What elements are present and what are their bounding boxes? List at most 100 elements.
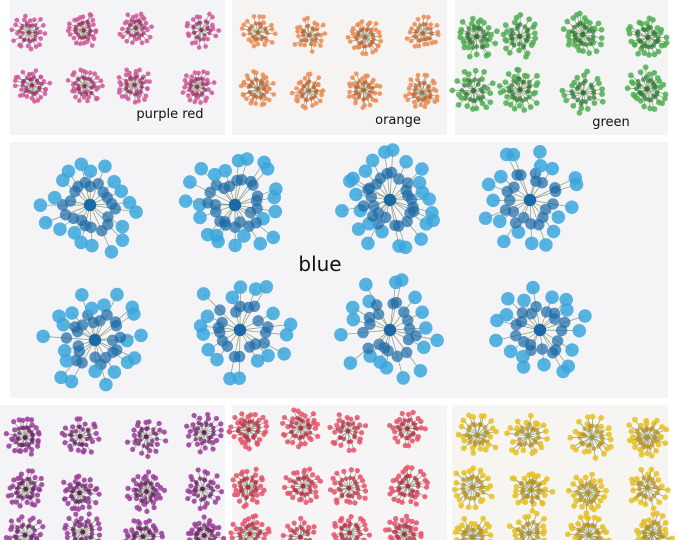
flower bbox=[3, 416, 42, 457]
floret bbox=[516, 526, 521, 532]
floret bbox=[345, 34, 351, 40]
floret bbox=[511, 73, 518, 80]
floret bbox=[599, 86, 606, 92]
floret bbox=[107, 175, 121, 189]
flower bbox=[178, 152, 283, 253]
floret bbox=[268, 204, 283, 219]
floret bbox=[522, 24, 528, 30]
floret bbox=[654, 510, 661, 517]
floret bbox=[509, 40, 515, 46]
floret bbox=[347, 475, 353, 481]
floret bbox=[413, 526, 419, 532]
flower bbox=[626, 416, 670, 459]
floret bbox=[541, 537, 548, 540]
floret bbox=[12, 448, 18, 454]
floret bbox=[250, 24, 254, 29]
floret bbox=[346, 171, 360, 186]
floret bbox=[183, 175, 197, 189]
floret bbox=[18, 35, 23, 40]
floret bbox=[310, 472, 316, 478]
flower bbox=[346, 71, 383, 110]
floret bbox=[35, 439, 41, 445]
floret bbox=[67, 25, 72, 30]
stem bbox=[651, 533, 654, 540]
floret bbox=[516, 47, 523, 54]
floret bbox=[347, 422, 352, 427]
floret bbox=[28, 417, 35, 423]
floret bbox=[101, 309, 113, 321]
floret bbox=[509, 27, 515, 33]
floret bbox=[564, 531, 571, 538]
floret bbox=[356, 84, 361, 89]
floret bbox=[657, 84, 664, 91]
floret bbox=[359, 477, 366, 484]
floret bbox=[459, 18, 466, 25]
floret bbox=[122, 195, 137, 210]
floret bbox=[66, 515, 72, 521]
floret bbox=[264, 79, 270, 85]
floret bbox=[345, 300, 360, 315]
floret bbox=[413, 363, 428, 378]
floret bbox=[571, 41, 578, 48]
floret bbox=[137, 520, 143, 527]
floret bbox=[320, 22, 326, 28]
floret bbox=[207, 31, 212, 36]
floret bbox=[398, 431, 403, 437]
floret bbox=[294, 470, 300, 476]
floret bbox=[290, 416, 296, 422]
floret bbox=[184, 423, 190, 429]
floret bbox=[312, 42, 317, 48]
floret bbox=[425, 26, 430, 31]
floret bbox=[302, 42, 307, 48]
floret bbox=[297, 476, 302, 481]
floret bbox=[67, 482, 73, 488]
floret bbox=[600, 537, 607, 540]
floret bbox=[334, 327, 348, 342]
floret bbox=[228, 238, 242, 253]
floret bbox=[646, 52, 652, 58]
floret bbox=[579, 503, 585, 510]
flower bbox=[3, 514, 46, 540]
floret bbox=[188, 473, 194, 480]
floret bbox=[86, 511, 92, 517]
floret bbox=[363, 423, 369, 429]
floret bbox=[261, 348, 275, 363]
floret bbox=[599, 91, 605, 97]
floret bbox=[488, 493, 495, 500]
floret bbox=[336, 417, 342, 424]
floret bbox=[163, 438, 169, 444]
floret bbox=[270, 81, 276, 86]
floret bbox=[40, 524, 46, 530]
floret bbox=[131, 34, 136, 39]
floret bbox=[143, 93, 149, 99]
floret bbox=[302, 28, 307, 33]
flower bbox=[116, 67, 152, 105]
floret bbox=[367, 43, 372, 48]
floret bbox=[266, 230, 281, 245]
floret bbox=[303, 499, 309, 505]
floret bbox=[233, 472, 240, 479]
floret bbox=[249, 478, 255, 483]
flower bbox=[280, 515, 319, 540]
floret bbox=[529, 498, 535, 504]
floret bbox=[124, 78, 129, 83]
floret bbox=[511, 225, 526, 239]
flower bbox=[628, 466, 671, 512]
floret bbox=[36, 519, 42, 525]
floret bbox=[199, 526, 204, 531]
floret bbox=[530, 520, 536, 525]
stem bbox=[137, 536, 144, 540]
floret bbox=[65, 500, 71, 507]
floret bbox=[239, 469, 246, 475]
floret bbox=[307, 79, 312, 84]
floret bbox=[193, 437, 198, 442]
floret bbox=[638, 499, 644, 506]
floret bbox=[428, 26, 433, 31]
floret bbox=[205, 20, 210, 25]
floret bbox=[424, 73, 430, 78]
floret bbox=[516, 41, 522, 47]
floret bbox=[504, 28, 510, 35]
floret bbox=[472, 504, 479, 511]
stem bbox=[300, 536, 303, 540]
floret bbox=[651, 51, 658, 58]
